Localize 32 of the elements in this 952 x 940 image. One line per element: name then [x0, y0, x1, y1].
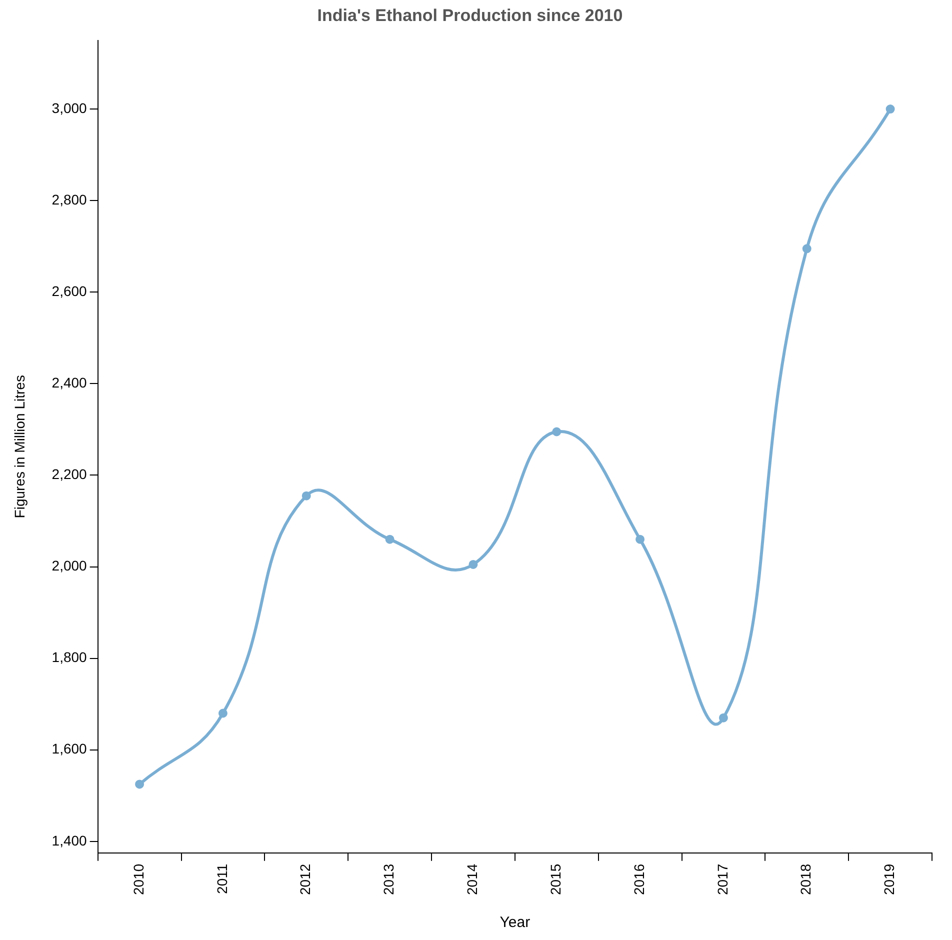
y-tick-label: 1,800 [52, 649, 88, 666]
x-tick-label: 2016 [630, 864, 647, 896]
point [218, 708, 228, 718]
point [385, 534, 394, 544]
x-tick-label: 2010 [130, 864, 146, 896]
point [135, 780, 144, 789]
y-axis-title: Figures in Million Litres [11, 375, 28, 518]
point [718, 713, 728, 722]
x-tick-label: 2015 [547, 864, 564, 896]
y-tick-label: 2,600 [52, 283, 88, 300]
point [886, 104, 895, 114]
point [802, 244, 812, 254]
x-tick-label: 2012 [297, 864, 314, 896]
y-tick-label: 2,000 [52, 558, 88, 574]
chart-title: India's Ethanol Production since 2010 [317, 6, 623, 25]
x-tick-label: 2018 [798, 864, 814, 896]
x-axis-title: Year [500, 914, 530, 932]
y-tick-label: 2,400 [52, 374, 88, 391]
point [552, 427, 562, 436]
point [636, 534, 645, 544]
y-tick-label: 3,000 [52, 100, 88, 116]
point [468, 560, 478, 569]
y-tick-label: 1,400 [52, 832, 88, 848]
x-tick-label: 2013 [380, 864, 397, 896]
x-tick-label: 2014 [464, 864, 480, 896]
y-tick-label: 2,800 [52, 191, 88, 208]
x-tick-label: 2017 [714, 864, 730, 896]
point [302, 491, 311, 500]
x-tick-label: 2011 [214, 864, 230, 894]
y-tick-label: 2,200 [52, 466, 88, 482]
y-tick-label: 1,600 [52, 740, 88, 757]
x-tick-label: 2019 [881, 864, 898, 896]
